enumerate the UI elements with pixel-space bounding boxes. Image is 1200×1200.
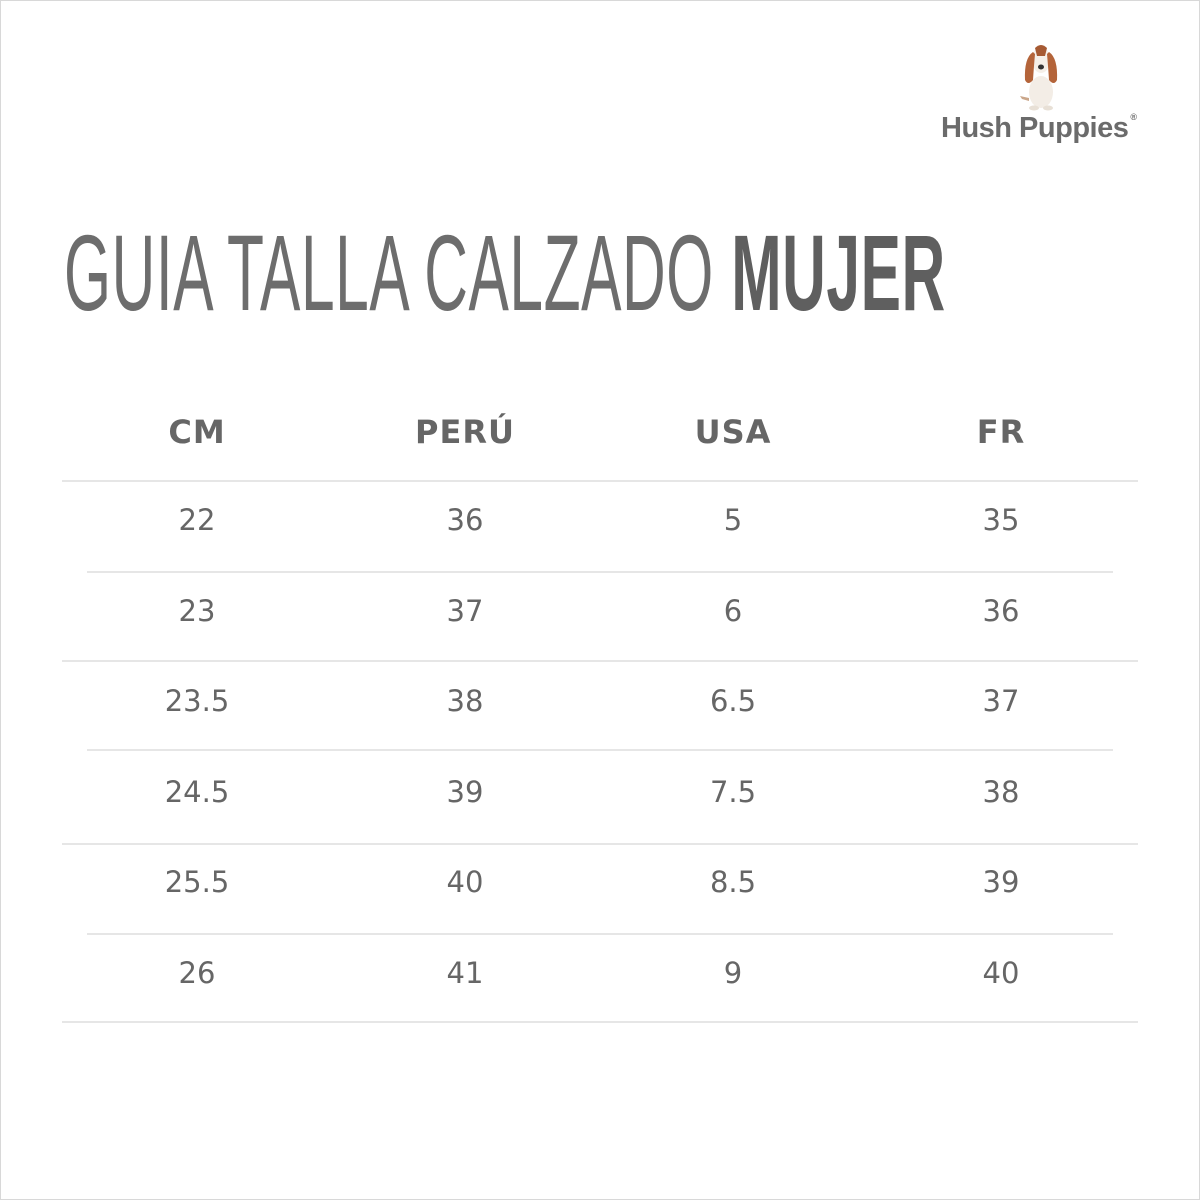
column-header-fr: FR — [976, 413, 1026, 451]
row-divider — [87, 749, 1113, 751]
row-divider — [62, 480, 1138, 482]
table-cell-cm: 25.5 — [164, 865, 230, 899]
column-header-cm: CM — [168, 413, 226, 451]
column-header-usa: USA — [694, 413, 772, 451]
table-cell-usa: 9 — [723, 956, 743, 990]
table-cell-usa: 7.5 — [709, 775, 757, 809]
row-divider — [87, 933, 1113, 935]
table-cell-fr: 40 — [982, 956, 1020, 990]
table-cell-cm: 22 — [178, 503, 216, 537]
table-cell-fr: 35 — [982, 503, 1020, 537]
column-header-peru: PERÚ — [415, 413, 515, 451]
title-bold: MUJER — [731, 212, 946, 333]
table-cell-usa: 5 — [723, 503, 743, 537]
table-cell-fr: 37 — [982, 684, 1020, 718]
brand-name: Hush Puppies ® — [941, 112, 1137, 145]
table-cell-usa: 8.5 — [709, 865, 757, 899]
registered-mark: ® — [1130, 112, 1137, 122]
table-cell-cm: 26 — [178, 956, 216, 990]
table-cell-peru: 39 — [446, 775, 484, 809]
brand-logo: Hush Puppies ® — [936, 40, 1161, 150]
brand-name-text: Hush Puppies — [941, 112, 1129, 144]
table-cell-peru: 40 — [446, 865, 484, 899]
table-cell-fr: 36 — [982, 594, 1020, 628]
row-divider — [62, 660, 1138, 662]
table-cell-peru: 41 — [446, 956, 484, 990]
table-cell-peru: 36 — [446, 503, 484, 537]
row-divider — [62, 1021, 1138, 1023]
page-title: GUIA TALLA CALZADO MUJER — [64, 218, 946, 328]
table-cell-cm: 23.5 — [164, 684, 230, 718]
table-cell-fr: 39 — [982, 865, 1020, 899]
table-cell-usa: 6 — [723, 594, 743, 628]
table-cell-fr: 38 — [982, 775, 1020, 809]
table-cell-peru: 38 — [446, 684, 484, 718]
row-divider — [87, 571, 1113, 573]
table-cell-peru: 37 — [446, 594, 484, 628]
table-cell-cm: 23 — [178, 594, 216, 628]
table-cell-cm: 24.5 — [164, 775, 230, 809]
row-divider — [62, 843, 1138, 845]
title-regular: GUIA TALLA CALZADO — [64, 212, 714, 333]
basset-hound-icon — [1020, 45, 1058, 111]
table-cell-usa: 6.5 — [709, 684, 757, 718]
